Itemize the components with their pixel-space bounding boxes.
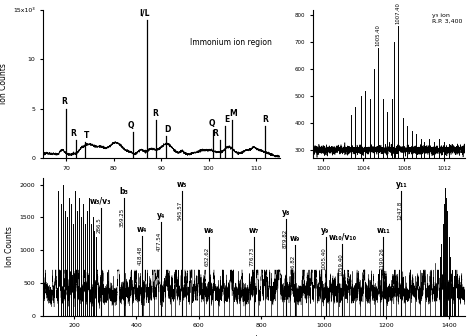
Text: M: M <box>229 110 237 119</box>
Text: y₄: y₄ <box>156 211 165 220</box>
Y-axis label: Ion Counts: Ion Counts <box>5 226 14 267</box>
Text: 1190.26: 1190.26 <box>379 247 384 270</box>
Text: w₅: w₅ <box>177 180 187 189</box>
Text: R: R <box>62 97 67 106</box>
Text: Q: Q <box>209 119 215 128</box>
Text: R: R <box>71 129 76 138</box>
Text: 1247.8: 1247.8 <box>397 201 402 220</box>
Text: w₁₁: w₁₁ <box>376 226 390 235</box>
Text: b₃: b₃ <box>119 187 128 196</box>
Text: E: E <box>224 115 230 124</box>
Text: w₇: w₇ <box>249 226 259 235</box>
Text: y₁₁: y₁₁ <box>395 180 407 189</box>
Text: Q: Q <box>128 121 135 130</box>
Text: I/L: I/L <box>139 8 150 17</box>
Text: R: R <box>212 129 218 138</box>
Text: 359.25: 359.25 <box>119 208 125 227</box>
Text: 776.73: 776.73 <box>250 247 255 266</box>
Text: y₈: y₈ <box>282 208 291 217</box>
Text: 906.82: 906.82 <box>291 255 296 274</box>
Text: 1005.40: 1005.40 <box>321 247 327 270</box>
Text: w₆: w₆ <box>204 226 214 235</box>
Text: R: R <box>152 110 158 119</box>
Text: 418.48: 418.48 <box>138 246 143 265</box>
Text: w₉: w₉ <box>290 234 300 243</box>
Y-axis label: Ion Counts: Ion Counts <box>0 64 8 104</box>
Text: T: T <box>84 131 90 140</box>
Text: w₃/v₃: w₃/v₃ <box>90 197 112 206</box>
Text: Immonium ion region: Immonium ion region <box>190 38 272 47</box>
Text: 545.57: 545.57 <box>178 201 183 220</box>
Text: D: D <box>164 125 171 134</box>
Text: y₉ ion
R.P. 3,400: y₉ ion R.P. 3,400 <box>432 13 463 24</box>
Text: 477.54: 477.54 <box>156 232 162 251</box>
Text: w₄: w₄ <box>137 225 147 234</box>
X-axis label: m/z: m/z <box>246 334 261 336</box>
Text: w₁₀/v₁₀: w₁₀/v₁₀ <box>328 233 356 242</box>
Text: R: R <box>263 115 268 124</box>
Text: y₉: y₉ <box>321 226 330 235</box>
Text: 1005.40: 1005.40 <box>375 24 380 46</box>
Text: 1059.40: 1059.40 <box>338 254 343 276</box>
Text: 286.5: 286.5 <box>97 217 102 233</box>
Text: 632.62: 632.62 <box>205 247 210 266</box>
Text: 1007.40: 1007.40 <box>395 2 400 24</box>
Text: 879.82: 879.82 <box>283 228 287 248</box>
